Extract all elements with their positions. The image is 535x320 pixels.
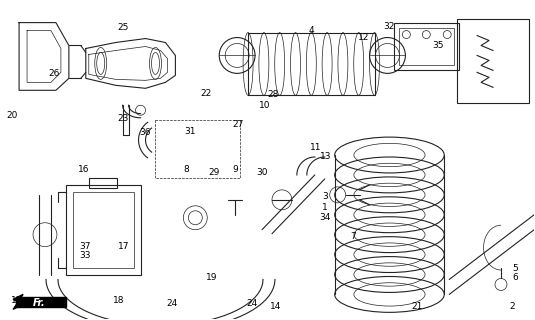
Bar <box>394 23 459 70</box>
Text: 2: 2 <box>510 302 515 311</box>
Text: 11: 11 <box>310 143 321 152</box>
Text: 6: 6 <box>513 273 518 282</box>
Text: 20: 20 <box>6 111 18 120</box>
Text: Fr.: Fr. <box>23 300 36 309</box>
Text: 22: 22 <box>201 89 212 98</box>
Text: 36: 36 <box>139 128 151 137</box>
Bar <box>400 28 454 65</box>
Text: 30: 30 <box>256 168 268 177</box>
Text: 24: 24 <box>246 299 257 308</box>
Text: 34: 34 <box>319 213 331 222</box>
Text: 27: 27 <box>233 120 244 130</box>
Text: 26: 26 <box>49 69 60 78</box>
Text: 29: 29 <box>209 168 220 177</box>
Bar <box>66 185 141 275</box>
Text: 24: 24 <box>166 299 177 308</box>
Bar <box>457 19 529 103</box>
Text: 8: 8 <box>184 165 189 174</box>
Text: Fr.: Fr. <box>33 298 45 308</box>
Text: 32: 32 <box>383 22 395 31</box>
Text: 14: 14 <box>270 302 281 311</box>
Text: 35: 35 <box>432 41 444 50</box>
Text: 13: 13 <box>320 152 332 161</box>
Polygon shape <box>13 294 23 309</box>
Bar <box>89 178 117 188</box>
Text: 28: 28 <box>267 90 279 99</box>
Bar <box>73 192 134 268</box>
Text: 18: 18 <box>112 296 124 305</box>
Text: 23: 23 <box>117 114 128 123</box>
Text: 3: 3 <box>322 192 328 201</box>
Text: 15: 15 <box>11 296 23 305</box>
Text: 7: 7 <box>350 232 356 241</box>
Text: 37: 37 <box>80 242 91 251</box>
Text: 10: 10 <box>259 101 271 110</box>
Polygon shape <box>86 38 175 88</box>
Text: 31: 31 <box>185 127 196 136</box>
Text: 9: 9 <box>233 165 239 174</box>
Text: 17: 17 <box>118 242 129 251</box>
Text: 12: 12 <box>358 33 369 42</box>
Text: 4: 4 <box>308 27 314 36</box>
Polygon shape <box>19 23 69 90</box>
Text: 16: 16 <box>78 165 89 174</box>
Text: 19: 19 <box>206 273 217 282</box>
Text: 33: 33 <box>80 251 91 260</box>
Text: 1: 1 <box>322 203 328 212</box>
Text: 25: 25 <box>117 23 128 32</box>
Polygon shape <box>16 297 66 307</box>
Text: 21: 21 <box>411 302 422 311</box>
Text: 5: 5 <box>513 264 518 273</box>
